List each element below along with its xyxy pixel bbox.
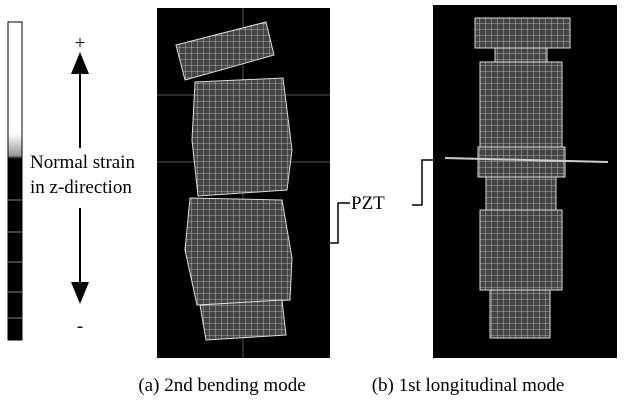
minus-sign: - [77,316,83,337]
pzt-label: PZT [351,193,385,214]
figure: + - Normal strain in z-direction PZT (a)… [0,0,631,403]
color-bar [8,22,22,340]
scale-label: in z-direction [30,177,132,198]
panel-b [433,5,617,358]
caption: (a) 2nd bending mode [138,375,305,396]
caption: (b) 1st longitudinal mode [372,375,565,396]
plus-sign: + [75,33,86,54]
panel-a [157,8,330,358]
scale-label: Normal strain [30,152,136,173]
